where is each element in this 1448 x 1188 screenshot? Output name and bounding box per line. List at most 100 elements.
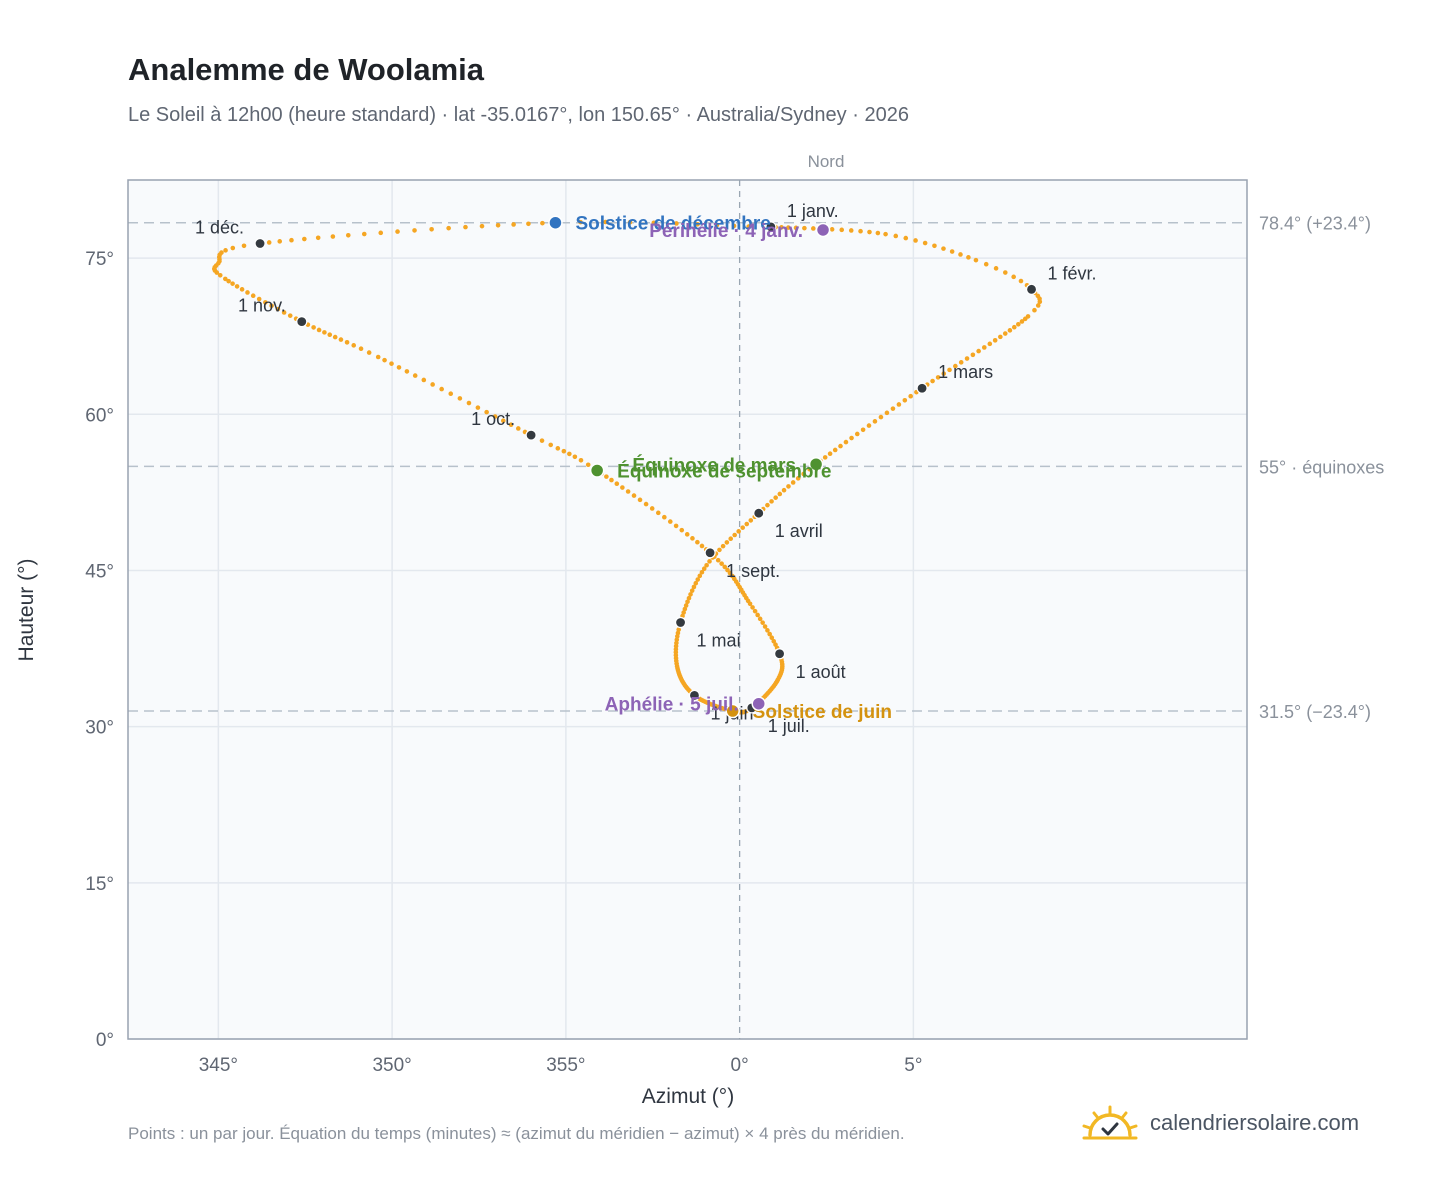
- month-marker-label: 1 déc.: [195, 218, 244, 238]
- daily-sun-point: [1007, 328, 1013, 333]
- daily-sun-point: [429, 226, 434, 232]
- daily-sun-point: [555, 446, 561, 451]
- daily-sun-point: [686, 595, 692, 601]
- daily-sun-point: [849, 435, 854, 441]
- daily-sun-point: [908, 393, 913, 399]
- plot-background: [128, 180, 1247, 1039]
- brand[interactable]: calendriersolaire.com: [1082, 1103, 1359, 1143]
- daily-sun-point: [973, 257, 979, 263]
- month-marker: [916, 382, 928, 394]
- daily-sun-point: [903, 235, 909, 241]
- daily-sun-point: [604, 474, 609, 479]
- daily-sun-point: [614, 481, 620, 487]
- daily-sun-point: [287, 313, 293, 318]
- daily-sun-point: [992, 338, 998, 343]
- daily-sun-point: [867, 229, 872, 235]
- daily-sun-point: [690, 536, 695, 541]
- reference-line-label: 31.5° (−23.4°): [1259, 702, 1371, 722]
- daily-sun-point: [1037, 299, 1043, 305]
- daily-sun-point: [765, 502, 770, 508]
- daily-sun-point: [649, 506, 655, 511]
- daily-sun-point: [930, 378, 935, 384]
- daily-sun-point: [466, 400, 472, 406]
- daily-sun-point: [475, 405, 481, 410]
- daily-sun-point: [829, 227, 835, 232]
- meridian-label: Nord: [808, 152, 845, 171]
- daily-sun-point: [913, 238, 918, 243]
- daily-sun-point: [689, 588, 695, 593]
- grid-lines: [128, 180, 1247, 1040]
- daily-sun-point: [625, 489, 631, 494]
- daily-sun-point: [941, 371, 947, 376]
- x-tick-label: 350°: [372, 1055, 411, 1076]
- daily-sun-point: [289, 237, 294, 243]
- daily-sun-point: [226, 278, 231, 284]
- daily-sun-point: [769, 499, 774, 504]
- daily-sun-point: [748, 518, 754, 523]
- daily-sun-point: [361, 231, 367, 237]
- daily-sun-point: [922, 240, 928, 246]
- y-tick-label: 30°: [85, 718, 114, 739]
- month-marker-label: 1 janv.: [787, 201, 839, 221]
- daily-sun-point: [439, 386, 444, 392]
- daily-sun-point: [719, 561, 724, 566]
- daily-sun-point: [511, 222, 516, 227]
- daily-sun-point: [603, 219, 608, 225]
- daily-sun-point: [281, 310, 287, 315]
- daily-sun-point: [526, 221, 531, 227]
- daily-sun-point: [345, 233, 351, 238]
- daily-sun-point: [572, 454, 578, 460]
- daily-sun-point: [779, 225, 784, 230]
- daily-sun-point: [230, 281, 235, 286]
- daily-sun-point: [230, 245, 236, 251]
- daily-sun-point: [330, 234, 336, 239]
- footnote: Points : un par jour. Équation du temps …: [128, 1124, 905, 1143]
- x-tick-label: 5°: [904, 1055, 922, 1076]
- plot-frame: [127, 179, 1248, 1040]
- daily-sun-point: [448, 391, 454, 397]
- daily-sun-point: [250, 293, 256, 298]
- daily-sun-point: [802, 225, 807, 231]
- daily-sun-point: [740, 525, 746, 530]
- daily-sun-point: [637, 497, 643, 503]
- daily-sun-point: [685, 599, 690, 605]
- event-marker: [808, 457, 824, 472]
- daily-sun-point: [987, 341, 993, 347]
- month-marker: [704, 547, 716, 559]
- event-label: Équinoxe de mars: [632, 454, 796, 476]
- event-marker: [725, 703, 740, 719]
- reference-lines: 78.4° (+23.4°) 55° · équinoxes 31.5° (−23.…: [128, 180, 1384, 1039]
- daily-sun-point: [1011, 324, 1017, 330]
- daily-sun-point: [935, 375, 941, 380]
- daily-sun-point: [676, 627, 681, 632]
- daily-sun-point: [848, 228, 854, 233]
- daily-sun-point: [223, 248, 228, 253]
- daily-sun-point: [1035, 303, 1041, 308]
- daily-sun-point: [695, 221, 700, 227]
- y-tick-label: 60°: [85, 405, 114, 426]
- daily-sun-point: [691, 584, 697, 590]
- reference-line-label: 55° · équinoxes: [1259, 457, 1384, 477]
- daily-sun-point: [725, 567, 730, 573]
- daily-sun-point: [839, 227, 845, 233]
- daily-sun-point: [219, 250, 224, 255]
- daily-sun-point: [446, 225, 451, 231]
- daily-sun-point: [838, 443, 843, 449]
- reference-line-label: 78.4° (+23.4°): [1259, 214, 1371, 234]
- brand-name: calendriersolaire.com: [1150, 1110, 1360, 1135]
- daily-sun-point: [1022, 316, 1028, 322]
- daily-sun-point: [327, 332, 333, 338]
- daily-sun-point: [516, 426, 521, 431]
- daily-sun-point: [1018, 278, 1024, 284]
- daily-sun-point: [728, 536, 734, 541]
- y-tick-label: 15°: [85, 874, 114, 895]
- daily-sun-point: [786, 225, 791, 230]
- daily-sun-point: [631, 493, 637, 498]
- daily-sun-point: [500, 418, 506, 424]
- month-marker-label: 1 avril: [775, 521, 823, 541]
- month-marker: [674, 616, 687, 629]
- month-marker-label: 1 mai: [697, 631, 741, 651]
- daily-sun-point: [412, 373, 418, 378]
- daily-sun-point: [567, 451, 572, 457]
